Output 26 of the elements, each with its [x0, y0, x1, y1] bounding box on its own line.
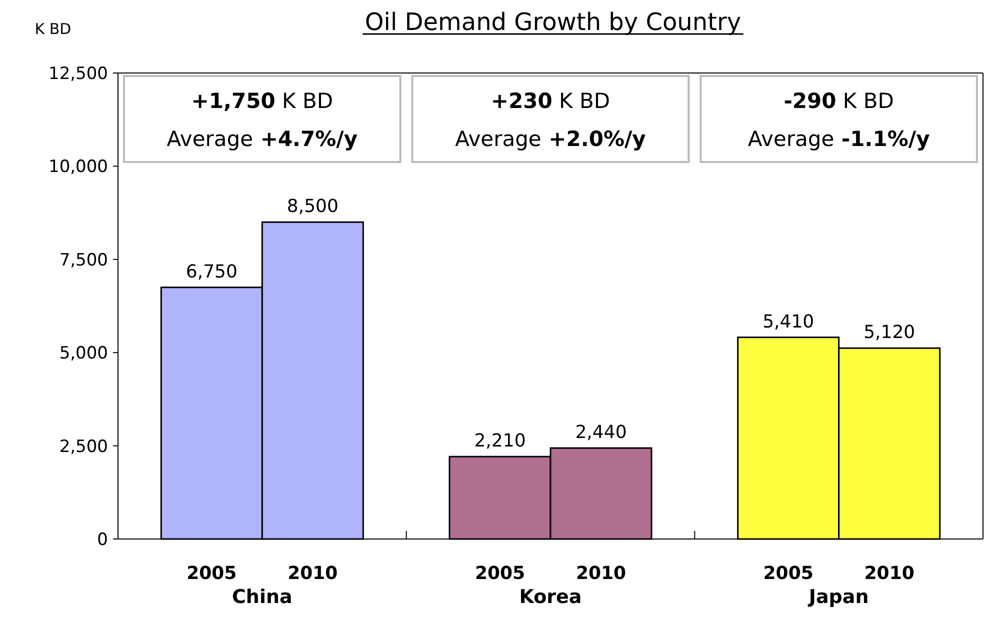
x-tick-label: 2005 [763, 563, 814, 584]
data-label: 2,440 [575, 422, 627, 444]
data-label: 6,750 [186, 261, 238, 282]
y-tick-label: 5,000 [59, 344, 108, 364]
text: +1,750 K BD Average +4.7%/y [166, 89, 358, 151]
y-tick-label: 2,500 [59, 436, 108, 457]
data-label: 5,410 [762, 311, 814, 332]
y-tick-label: 12,500 [48, 64, 108, 84]
y-tick-label: 0 [97, 530, 108, 550]
y-tick-label: 10,000 [48, 157, 108, 178]
text: Korea [519, 586, 582, 608]
text: Japan [806, 586, 869, 608]
x-tick-label: 2010 [576, 563, 626, 584]
chart-title: Oil Demand Growth by Country [364, 8, 742, 36]
x-tick-label: 2005 [474, 563, 526, 584]
text: China [232, 586, 292, 608]
y-tick-label: 7,500 [59, 250, 108, 270]
x-tick-label: 2010 [864, 563, 914, 584]
text: -290 K BD Average -1.1%/y [748, 89, 930, 151]
data-label: 2,210 [474, 430, 526, 452]
x-tick-label: 2005 [186, 563, 237, 584]
x-tick-label: 2010 [288, 563, 338, 584]
data-label: 5,120 [864, 322, 916, 344]
text: +230 K BD Average +2.0%/y [455, 89, 646, 151]
data-label: 8,500 [286, 196, 338, 218]
y-axis-title: K BD [34, 20, 72, 38]
